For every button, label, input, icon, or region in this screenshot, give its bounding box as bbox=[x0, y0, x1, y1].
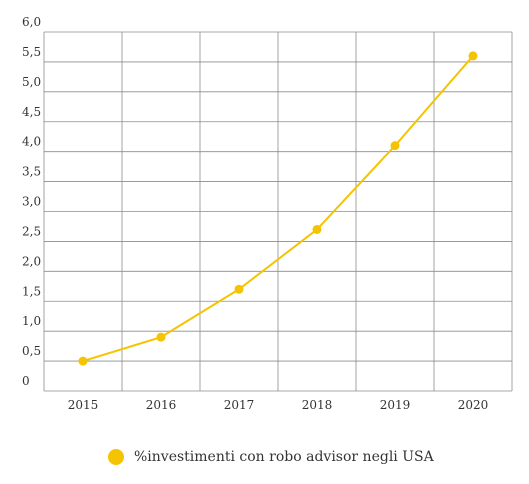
y-tick-label: 3,5 bbox=[22, 165, 41, 179]
legend-label: %investimenti con robo advisor negli USA bbox=[134, 449, 434, 465]
y-tick-label: 0 bbox=[22, 374, 30, 388]
y-tick-label: 2,0 bbox=[22, 254, 41, 268]
y-tick-label: 5,0 bbox=[22, 75, 41, 89]
y-tick-label: 3,0 bbox=[22, 195, 41, 209]
y-tick-label: 1,5 bbox=[22, 284, 41, 298]
x-tick-label: 2016 bbox=[146, 398, 177, 412]
y-tick-label: 5,5 bbox=[22, 45, 41, 59]
data-point bbox=[390, 141, 400, 151]
y-tick-label: 4,5 bbox=[22, 105, 41, 119]
x-axis-ticks: 2015 2016 2017 2018 2019 2020 bbox=[68, 398, 489, 412]
x-tick-label: 2020 bbox=[458, 398, 489, 412]
series-layer bbox=[78, 51, 478, 366]
data-point bbox=[156, 332, 166, 342]
grid bbox=[43, 31, 513, 392]
x-tick-label: 2019 bbox=[380, 398, 411, 412]
y-tick-label: 0,5 bbox=[22, 344, 41, 358]
series-line bbox=[82, 55, 474, 363]
data-point bbox=[234, 284, 244, 294]
x-tick-label: 2018 bbox=[302, 398, 333, 412]
legend-swatch bbox=[108, 449, 124, 465]
line-chart: 0 0,5 1,0 1,5 2,0 2,5 3,0 3,5 4,0 4,5 5,0 5,5 6,0 20… bbox=[22, 15, 513, 412]
data-point bbox=[312, 224, 322, 234]
data-point bbox=[78, 356, 88, 366]
y-tick-label: 2,5 bbox=[22, 224, 41, 238]
data-point bbox=[468, 51, 478, 61]
legend: %investimenti con robo advisor negli USA bbox=[108, 446, 434, 468]
y-tick-label: 6,0 bbox=[22, 15, 41, 29]
x-tick-label: 2015 bbox=[68, 398, 99, 412]
y-axis-ticks: 0 0,5 1,0 1,5 2,0 2,5 3,0 3,5 4,0 4,5 5,0 5,5 6,0 bbox=[22, 15, 41, 388]
y-tick-label: 4,0 bbox=[22, 135, 41, 149]
y-tick-label: 1,0 bbox=[22, 314, 41, 328]
x-tick-label: 2017 bbox=[224, 398, 255, 412]
